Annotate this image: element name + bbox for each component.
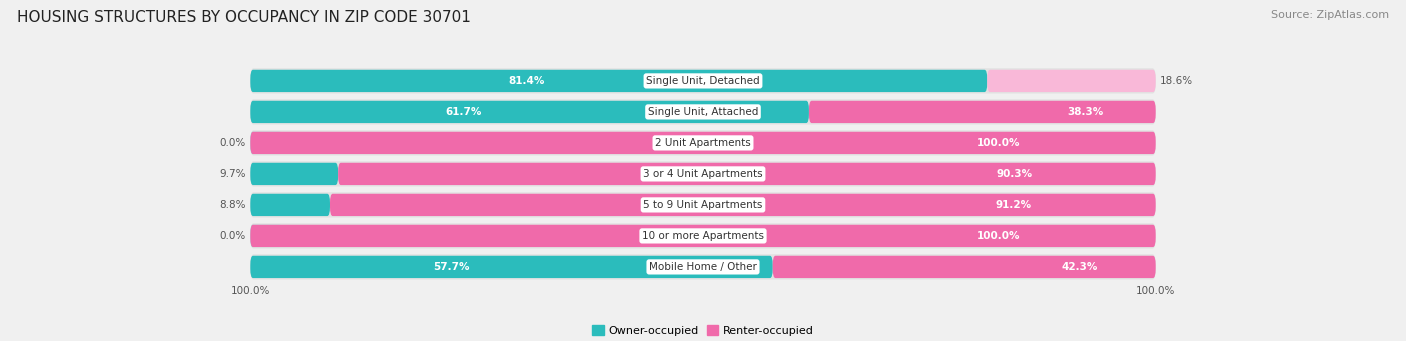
Text: 91.2%: 91.2%	[995, 200, 1032, 210]
Text: 0.0%: 0.0%	[219, 231, 246, 241]
Text: Mobile Home / Other: Mobile Home / Other	[650, 262, 756, 272]
Text: 57.7%: 57.7%	[433, 262, 470, 272]
FancyBboxPatch shape	[250, 194, 330, 216]
Text: 8.8%: 8.8%	[219, 200, 246, 210]
FancyBboxPatch shape	[250, 254, 1156, 280]
Text: 2 Unit Apartments: 2 Unit Apartments	[655, 138, 751, 148]
Text: 81.4%: 81.4%	[508, 76, 544, 86]
FancyBboxPatch shape	[250, 225, 283, 247]
FancyBboxPatch shape	[337, 163, 1156, 185]
Text: 10 or more Apartments: 10 or more Apartments	[643, 231, 763, 241]
FancyBboxPatch shape	[808, 101, 1156, 123]
Text: Source: ZipAtlas.com: Source: ZipAtlas.com	[1271, 10, 1389, 20]
Text: HOUSING STRUCTURES BY OCCUPANCY IN ZIP CODE 30701: HOUSING STRUCTURES BY OCCUPANCY IN ZIP C…	[17, 10, 471, 25]
Text: 5 to 9 Unit Apartments: 5 to 9 Unit Apartments	[644, 200, 762, 210]
FancyBboxPatch shape	[987, 70, 1156, 92]
FancyBboxPatch shape	[250, 163, 337, 185]
Text: 90.3%: 90.3%	[997, 169, 1033, 179]
FancyBboxPatch shape	[250, 192, 1156, 218]
Text: 100.0%: 100.0%	[1136, 286, 1175, 296]
FancyBboxPatch shape	[250, 132, 283, 154]
Text: 100.0%: 100.0%	[976, 138, 1019, 148]
Text: 9.7%: 9.7%	[219, 169, 246, 179]
Text: 38.3%: 38.3%	[1067, 107, 1104, 117]
FancyBboxPatch shape	[250, 130, 1156, 155]
FancyBboxPatch shape	[250, 161, 1156, 187]
Text: 42.3%: 42.3%	[1062, 262, 1098, 272]
FancyBboxPatch shape	[773, 256, 1156, 278]
FancyBboxPatch shape	[250, 68, 1156, 93]
Text: 61.7%: 61.7%	[446, 107, 482, 117]
FancyBboxPatch shape	[250, 256, 773, 278]
Text: Single Unit, Detached: Single Unit, Detached	[647, 76, 759, 86]
Text: 0.0%: 0.0%	[219, 138, 246, 148]
Text: 100.0%: 100.0%	[976, 231, 1019, 241]
FancyBboxPatch shape	[250, 70, 987, 92]
FancyBboxPatch shape	[250, 225, 1156, 247]
Legend: Owner-occupied, Renter-occupied: Owner-occupied, Renter-occupied	[588, 321, 818, 340]
FancyBboxPatch shape	[330, 194, 1156, 216]
FancyBboxPatch shape	[250, 223, 1156, 249]
Text: 3 or 4 Unit Apartments: 3 or 4 Unit Apartments	[643, 169, 763, 179]
FancyBboxPatch shape	[250, 99, 1156, 124]
Text: 100.0%: 100.0%	[231, 286, 270, 296]
FancyBboxPatch shape	[250, 101, 808, 123]
Text: 18.6%: 18.6%	[1160, 76, 1194, 86]
FancyBboxPatch shape	[250, 132, 1156, 154]
Text: Single Unit, Attached: Single Unit, Attached	[648, 107, 758, 117]
